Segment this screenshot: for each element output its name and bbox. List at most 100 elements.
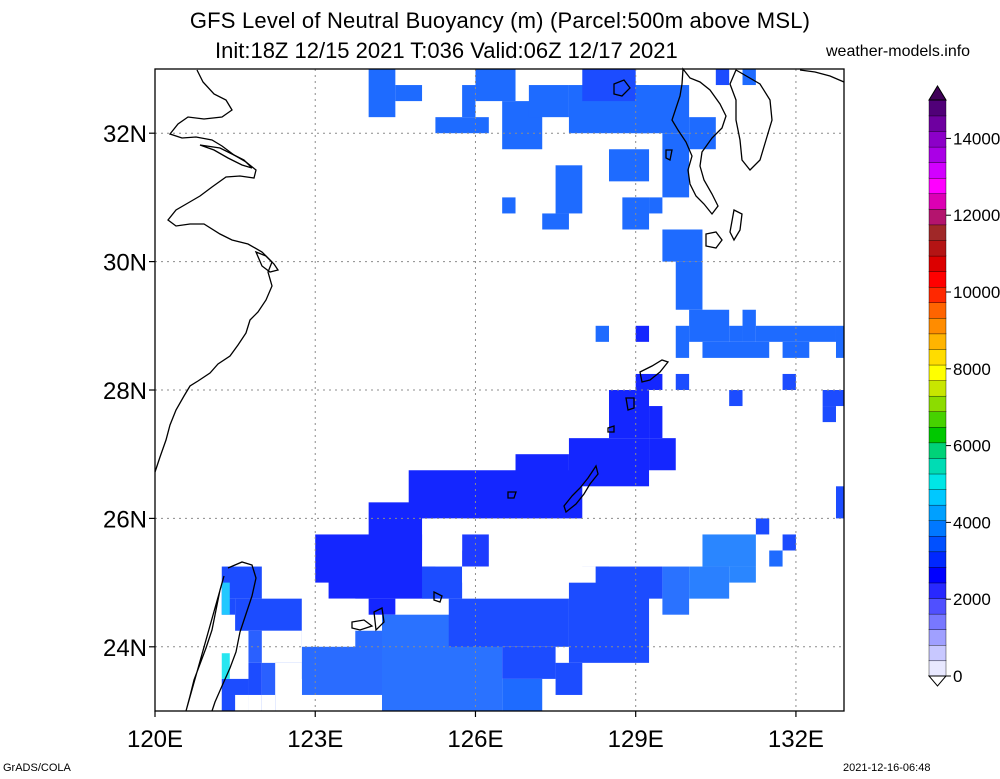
field-gap [462, 566, 596, 583]
colorbar-label: 8000 [953, 360, 991, 379]
lon-tick-label: 123E [287, 726, 343, 753]
lat-tick-label: 24N [103, 635, 147, 662]
colorbar-swatch [928, 535, 947, 553]
colorbar-swatch [928, 582, 947, 599]
field-cell [702, 341, 770, 358]
field-cell [662, 566, 690, 615]
colorbar-swatch [928, 364, 947, 381]
field-cell [635, 373, 663, 390]
lat-lon-gridlines [155, 69, 844, 711]
island-tokunoshima [625, 397, 635, 411]
colorbar-swatch [928, 613, 947, 630]
island-kerama [507, 491, 517, 499]
field-cell [649, 438, 676, 471]
field-gap [301, 598, 356, 647]
colorbar-swatch [928, 644, 947, 662]
timestamp: 2021-12-16-06:48 [843, 762, 931, 774]
field-gap [435, 518, 463, 551]
colorbar-max-arrow [928, 85, 947, 101]
coastline-taiwan [185, 561, 257, 712]
chart-title: GFS Level of Neutral Buoyancy (m) (Parce… [189, 8, 811, 33]
colorbar-swatch [928, 457, 947, 475]
lon-tick-label: 129E [608, 726, 664, 753]
colorbar-label: 2000 [953, 590, 991, 609]
field-cell [822, 406, 836, 423]
coastline-china-inlet [199, 144, 253, 169]
field-cell [662, 133, 690, 198]
colorbar-swatch [928, 302, 947, 319]
field-cell [835, 325, 844, 358]
field-cell [729, 566, 756, 583]
field-cell [368, 69, 396, 118]
lon-tick-label: 120E [127, 726, 183, 753]
island-okinawa [563, 464, 599, 514]
colorbar-swatch [928, 162, 947, 179]
island-koshiki [665, 149, 673, 161]
lat-tick-label: 28N [103, 378, 147, 405]
lon-tick-label: 132E [768, 726, 824, 753]
colorbar-swatch [928, 239, 947, 257]
colorbar-swatch [928, 208, 947, 226]
field-cell [649, 197, 663, 214]
field-cell [729, 390, 743, 407]
field-cell [328, 566, 436, 599]
colorbar-swatch [928, 333, 947, 350]
field-cell [221, 653, 230, 679]
colorbar-swatch [928, 286, 947, 303]
field-cell [689, 566, 730, 599]
lon-tick-label: 126E [447, 726, 503, 753]
colorbar-swatch [928, 271, 947, 288]
colorbar-swatch [928, 551, 947, 568]
coastline-japan-east [799, 69, 845, 83]
field-cell [221, 582, 230, 615]
field-cell [448, 598, 569, 647]
colorbar-swatch [928, 193, 947, 210]
lat-tick-label: 26N [103, 506, 147, 533]
lat-tick-label: 30N [103, 250, 147, 277]
coastline-kyushu [671, 67, 727, 216]
colorbar-label: 6000 [953, 437, 991, 456]
map-axes: 120E 123E 126E 129E 132E 24N 26N 28N 30N 32N [103, 121, 824, 753]
field-cell [782, 534, 796, 551]
field-gap [288, 678, 302, 711]
colorbar-swatch [928, 660, 947, 677]
field-cell [462, 85, 476, 118]
field-cell [755, 518, 770, 535]
colorbar-swatch [928, 566, 947, 584]
field-cell [782, 341, 810, 358]
field-cell [675, 325, 690, 358]
lat-tick-label: 32N [103, 121, 147, 148]
field-cell [822, 390, 844, 407]
colorbar-swatch [928, 504, 947, 521]
field-cell [675, 373, 690, 390]
field-cell [248, 662, 262, 695]
field-cell [608, 149, 650, 182]
field-cell [782, 373, 796, 390]
colorbar-swatch [928, 115, 947, 132]
island-goto [613, 79, 631, 97]
colorbar-swatch [928, 146, 947, 163]
software-credit: GrADS/COLA [3, 762, 71, 774]
field-cell [662, 229, 703, 262]
field-cell [502, 646, 556, 679]
colorbar-min-arrow [927, 675, 948, 687]
island-amami [639, 359, 670, 383]
field-cell [608, 390, 650, 439]
field-cell [502, 678, 543, 711]
colorbar-swatch [928, 380, 947, 397]
field-cell [715, 69, 730, 86]
colorbar-label: 0 [953, 667, 962, 686]
colorbar-swatch [928, 442, 947, 459]
field-gap [235, 694, 249, 711]
field-cell [555, 165, 583, 214]
island-yakushima [705, 231, 723, 249]
field-cell [422, 566, 463, 599]
colorbar-swatch [928, 255, 947, 272]
colorbar-swatch [928, 177, 947, 195]
field-cell [635, 325, 650, 342]
coastlines [154, 67, 845, 712]
field-cell [502, 197, 516, 214]
field-cell [582, 69, 636, 102]
field-cell [595, 325, 609, 342]
